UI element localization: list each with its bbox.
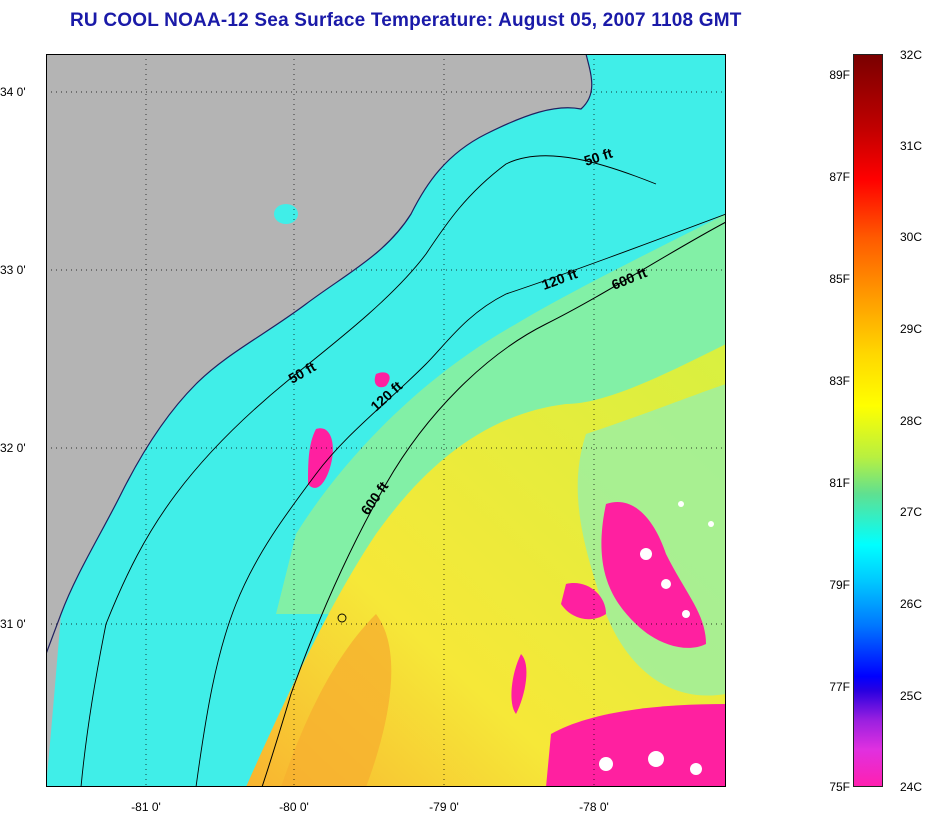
colorbar-f-label: 85F <box>829 272 850 286</box>
lat-label: 31 0' <box>0 617 26 631</box>
colorbar-c-label: 29C <box>900 322 923 336</box>
land <box>46 54 592 654</box>
lat-label: 34 0' <box>0 85 26 99</box>
colorbar-c-label: 28C <box>900 414 923 428</box>
colorbar-c-label: 24C <box>900 780 923 794</box>
graticule <box>46 54 726 787</box>
map-title: RU COOL NOAA-12 Sea Surface Temperature:… <box>70 10 742 31</box>
coastline <box>46 54 593 655</box>
lat-label: 32 0' <box>0 441 26 455</box>
colorbar-c-label: 26C <box>900 597 923 611</box>
lon-label: -78 0' <box>579 800 609 814</box>
temperature-colorbar <box>853 54 883 787</box>
cloud-white <box>599 501 714 775</box>
colorbar-c-label: 31C <box>900 139 923 153</box>
map-canvas: 50 ft 120 ft 600 ft 50 ft 120 ft 600 ft <box>46 54 726 787</box>
colorbar-f-label: 79F <box>829 578 850 592</box>
lon-label: -80 0' <box>279 800 309 814</box>
inland-lake <box>274 204 298 224</box>
ocean-hot <box>281 614 392 787</box>
isobath-ring <box>337 613 347 623</box>
colorbar-f-label: 81F <box>829 476 850 490</box>
colorbar-f-label: 77F <box>829 680 850 694</box>
colorbar-f-label: 87F <box>829 170 850 184</box>
isobath-600 <box>261 221 726 787</box>
lon-label: -79 0' <box>429 800 459 814</box>
colorbar-c-label: 25C <box>900 689 923 703</box>
lat-label: 33 0' <box>0 263 26 277</box>
lon-label: -81 0' <box>131 800 161 814</box>
cloud-mask <box>66 67 726 787</box>
map-frame <box>46 54 726 787</box>
colorbar-c-label: 30C <box>900 230 923 244</box>
colorbar-c-label: 32C <box>900 48 923 62</box>
ocean-mid <box>276 214 726 614</box>
land-strip <box>46 614 61 787</box>
colorbar-f-label: 89F <box>829 68 850 82</box>
colorbar-c-label: 27C <box>900 505 923 519</box>
isobath-120 <box>195 213 726 787</box>
colorbar-f-label: 83F <box>829 374 850 388</box>
sst-map: 50 ft 120 ft 600 ft 50 ft 120 ft 600 ft <box>46 54 726 787</box>
colorbar-f-label: 75F <box>829 780 850 794</box>
